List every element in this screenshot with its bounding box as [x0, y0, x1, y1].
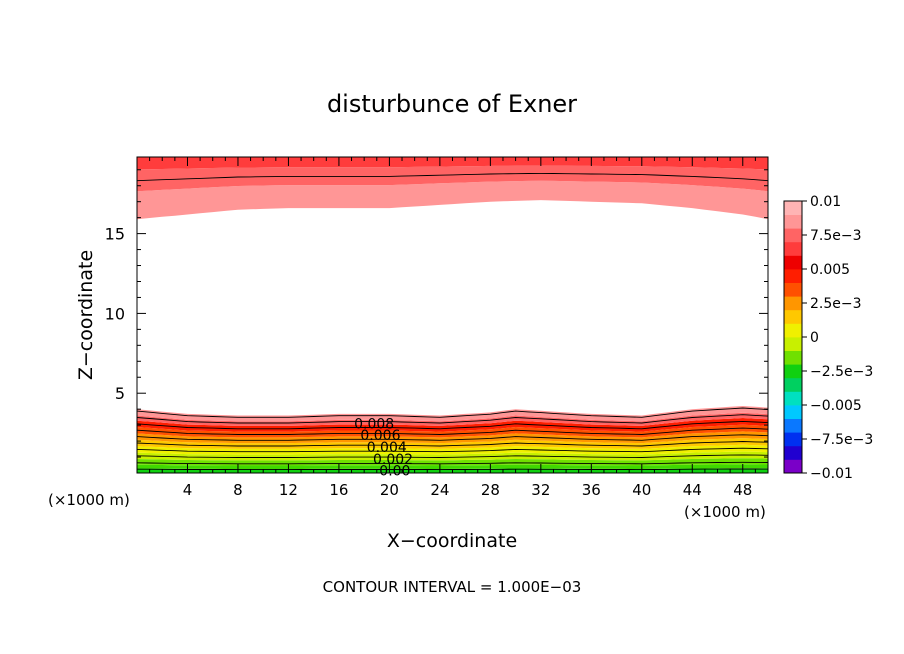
top-band-0 — [137, 180, 768, 220]
y-tick-label: 5 — [115, 384, 125, 403]
bottom-contour-4 — [137, 441, 768, 447]
bottom-band-4 — [137, 444, 768, 455]
y-tick-labels: 5 10 15 — [105, 225, 125, 404]
contour-label: 0.006 — [360, 428, 400, 444]
colorbar-label: −7.5e−3 — [810, 432, 873, 448]
contour-label: 0.008 — [354, 416, 394, 432]
bottom-band-3 — [137, 451, 768, 461]
x-axis-label: X−coordinate — [387, 530, 517, 552]
colorbar-swatch — [784, 296, 802, 311]
colorbar-label: −0.005 — [810, 398, 862, 414]
colorbar-swatch — [784, 377, 802, 392]
colorbar-swatch — [784, 391, 802, 406]
x-tick-label: 12 — [279, 481, 298, 499]
colorbar-swatch — [784, 282, 802, 297]
colorbar-swatch — [784, 323, 802, 338]
colorbar-swatch — [784, 459, 802, 474]
x-tick-label: 4 — [183, 481, 193, 499]
y-axis-label: Z−coordinate — [75, 250, 97, 380]
bottom-contour-3 — [137, 447, 768, 453]
top-contour-0 — [137, 172, 768, 182]
x-tick-label: 16 — [329, 481, 348, 499]
x-tick-label: 48 — [733, 481, 752, 499]
bottom-band-1 — [137, 464, 768, 469]
chart-title: disturbunce of Exner — [327, 90, 577, 118]
colorbar-label: −0.01 — [810, 466, 853, 482]
colorbar-swatch — [784, 214, 802, 229]
colorbar-swatch — [784, 255, 802, 270]
top-band-2 — [137, 157, 768, 170]
x-tick-label: 24 — [430, 481, 449, 499]
colorbar-labels: 0.01 7.5e−3 0.005 2.5e−3 0 −2.5e−3 −0.005 −7.5e… — [802, 194, 873, 482]
axis-ticks — [137, 157, 768, 473]
x-tick-label: 8 — [233, 481, 243, 499]
bottom-contour-7 — [137, 420, 768, 430]
colorbar-swatch — [784, 405, 802, 419]
colorbar-swatch — [784, 269, 802, 283]
colorbar-label: 7.5e−3 — [810, 228, 862, 244]
colorbar-swatch — [784, 309, 802, 324]
colorbar-swatch — [784, 337, 802, 351]
colorbar-label: −2.5e−3 — [810, 364, 873, 380]
colorbar-label: 0.005 — [810, 262, 850, 278]
colorbar-swatch — [784, 241, 802, 256]
bottom-contour-1 — [137, 461, 768, 465]
x-tick-label: 36 — [582, 481, 601, 499]
contour-label: 0.004 — [367, 440, 407, 456]
x-tick-label: 44 — [683, 481, 702, 499]
colorbar-swatch — [784, 432, 802, 447]
bottom-contour-6 — [137, 427, 768, 435]
x-tick-labels: 4 8 12 16 20 24 28 32 36 40 44 48 — [183, 481, 753, 499]
colorbar-label: 2.5e−3 — [810, 296, 862, 312]
contour-label: 0.002 — [373, 452, 413, 468]
colorbar-swatch — [784, 364, 802, 379]
colorbar-swatch — [784, 201, 802, 215]
top-band-1 — [137, 165, 768, 192]
colorbar — [783, 200, 803, 474]
colorbar-label: 0.01 — [810, 194, 841, 210]
bottom-contour-2 — [137, 454, 768, 458]
contour-interval-note: CONTOUR INTERVAL = 1.000E−03 — [323, 578, 582, 596]
x-tick-label: 28 — [481, 481, 500, 499]
y-tick-label: 15 — [105, 225, 125, 244]
colorbar-label: 0 — [810, 330, 819, 346]
x-tick-label: 40 — [632, 481, 651, 499]
bottom-contour-8 — [137, 414, 768, 424]
x-unit-right: (×1000 m) — [684, 503, 766, 521]
contour-lines — [137, 172, 768, 471]
colorbar-swatch — [784, 418, 802, 433]
contour-label: 0.00 — [379, 464, 410, 480]
x-tick-label: 20 — [380, 481, 399, 499]
bottom-contour-5 — [137, 434, 768, 441]
colorbar-swatch — [784, 228, 802, 243]
x-unit-left: (×1000 m) — [48, 491, 130, 509]
x-tick-label: 32 — [531, 481, 550, 499]
y-tick-label: 10 — [105, 304, 125, 323]
colorbar-swatch — [784, 350, 802, 365]
bottom-contour-9 — [137, 407, 768, 418]
colorbar-swatch — [784, 445, 802, 460]
